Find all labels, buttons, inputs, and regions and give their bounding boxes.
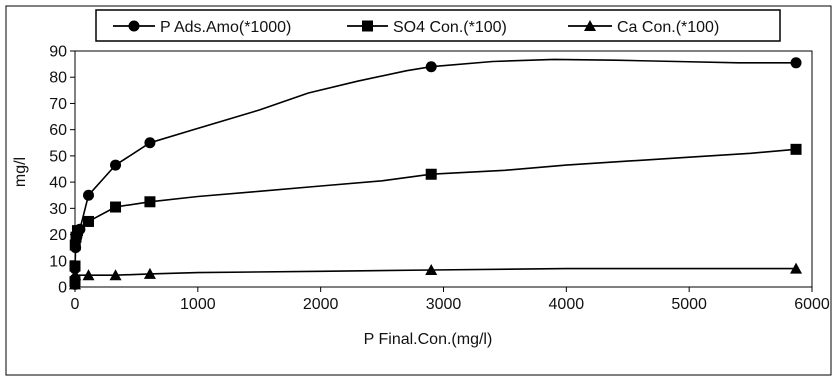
data-point-triangle-ca	[425, 263, 438, 275]
y-tick-label: 90	[49, 44, 67, 61]
x-tick-label: 5000	[671, 296, 707, 313]
x-tick-label: 6000	[794, 296, 830, 313]
data-point-triangle-ca	[790, 262, 803, 274]
data-point-square-so4	[71, 225, 83, 237]
data-point-triangle-ca	[109, 269, 122, 281]
x-axis: 0 1000 2000 3000 4000 5000 6000	[71, 287, 830, 313]
legend-square-marker	[362, 20, 373, 32]
data-point-triangle-ca	[69, 269, 82, 281]
data-point-square-so4	[144, 196, 156, 208]
data-point-square-so4	[425, 168, 437, 180]
y-tick-label: 0	[58, 280, 67, 297]
data-point-circle-p-ads	[83, 189, 95, 201]
chart-border	[5, 5, 832, 376]
data-point-circle-p-ads	[110, 159, 122, 171]
data-point-square-so4	[70, 231, 82, 243]
data-point-triangle-ca	[143, 267, 156, 279]
data-point-square-so4	[69, 260, 81, 272]
x-tick-label: 0	[71, 296, 80, 313]
legend-circle-marker	[128, 20, 140, 32]
legend-item-so4: SO4 Con.(*100)	[347, 19, 507, 36]
x-tick-label: 3000	[426, 296, 462, 313]
data-point-square-so4	[790, 143, 802, 155]
x-tick-label: 1000	[180, 296, 216, 313]
legend-label-ca: Ca Con.(*100)	[617, 19, 719, 36]
data-point-triangle-ca	[82, 269, 95, 281]
data-point-square-so4	[83, 215, 95, 227]
legend: P Ads.Amo(*1000) SO4 Con.(*100) Ca Con.(…	[95, 9, 781, 42]
data-point-circle-p-ads	[790, 57, 802, 69]
y-axis-title: mg/l	[12, 157, 29, 187]
x-tick-label: 2000	[303, 296, 339, 313]
legend-box	[95, 9, 781, 42]
data-point-triangle-ca	[69, 278, 81, 290]
x-axis-title: P Final.Con.(mg/l)	[364, 331, 493, 348]
y-tick-label: 50	[49, 148, 67, 165]
legend-item-ca: Ca Con.(*100)	[568, 19, 719, 36]
y-tick-label: 80	[49, 70, 67, 87]
data-point-square-so4	[69, 239, 81, 251]
y-tick-label: 30	[49, 201, 67, 218]
data-point-square-so4	[110, 201, 122, 213]
y-tick-label: 10	[49, 253, 67, 270]
series-layer	[69, 57, 803, 290]
data-point-circle-p-ads	[144, 137, 156, 149]
data-point-circle-p-ads	[425, 61, 437, 73]
legend-label-p-ads: P Ads.Amo(*1000)	[160, 19, 291, 36]
x-tick-label: 4000	[549, 296, 585, 313]
y-tick-label: 40	[49, 175, 67, 192]
series-line-ca	[75, 267, 796, 276]
legend-label-so4: SO4 Con.(*100)	[393, 19, 507, 36]
legend-item-p-ads: P Ads.Amo(*1000)	[113, 19, 291, 36]
y-tick-label: 60	[49, 122, 67, 139]
y-tick-label: 20	[49, 227, 67, 244]
legend-triangle-marker	[584, 20, 596, 31]
y-tick-label: 70	[49, 96, 67, 113]
